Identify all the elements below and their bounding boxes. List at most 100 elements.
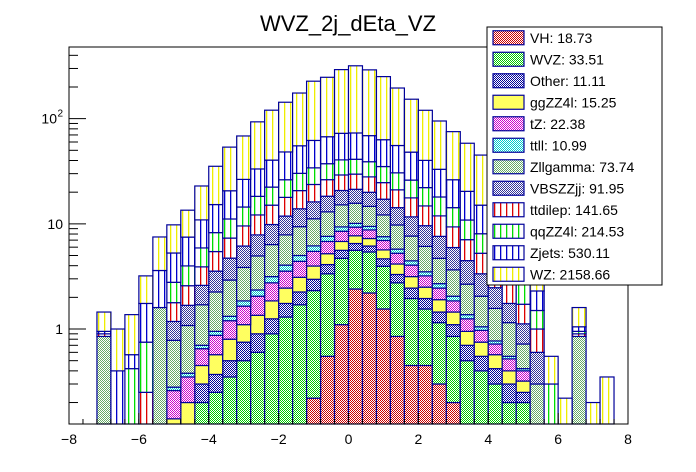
bar-wvz (194, 401, 210, 425)
bar-wvz (459, 360, 475, 425)
bar-vbszzjj (389, 207, 405, 226)
bar-wvz (264, 333, 280, 425)
bar-qqzz4l (278, 179, 294, 198)
bar-vbszzjj (208, 270, 224, 293)
legend-swatch (492, 180, 525, 196)
bar-wvz (501, 401, 517, 425)
bar-wvz (208, 391, 224, 425)
bar-vh (319, 355, 336, 425)
bar-vh (389, 335, 405, 425)
legend-swatch (492, 51, 525, 67)
bar-wz (250, 121, 266, 170)
bar-ttll (319, 235, 336, 243)
y-tick-exponent: 2 (57, 109, 63, 120)
bar-tz (445, 300, 461, 313)
bar-tz (166, 389, 182, 420)
bar-vbszzjj (487, 287, 503, 310)
series-vbszzjj (166, 188, 545, 385)
bar-wz (124, 314, 140, 356)
legend-entry-wvz: WVZ: 33.51 (492, 51, 604, 67)
bar-zjets (375, 139, 392, 168)
bar-wz (347, 65, 364, 134)
bar-wz (361, 69, 378, 137)
legend-entry-vbszzjj: VBSZZjj: 91.95 (492, 180, 624, 196)
bar-wz (431, 120, 447, 170)
bar-other (473, 355, 489, 372)
bar-zjets (431, 168, 447, 198)
bar-tz (250, 295, 266, 316)
bar-zjets (264, 159, 280, 188)
bar-ggzz4l (292, 276, 308, 293)
bar-qqzz4l (194, 247, 210, 268)
bar-zjets (278, 151, 294, 181)
bar-ggzz4l (501, 370, 517, 385)
bar-zjets (236, 178, 252, 208)
bar-other (515, 391, 531, 404)
bar-zllgamma (571, 335, 587, 425)
bar-wz (459, 142, 475, 192)
y-tick-label: 10 (41, 111, 57, 127)
bar-qqzz4l (292, 172, 308, 192)
bar-wvz (417, 308, 433, 367)
bar-zllgamma (236, 266, 252, 302)
bar-wvz (347, 249, 364, 290)
bar-other (347, 242, 364, 251)
bar-ttdilep (417, 205, 433, 227)
legend-swatch (492, 116, 525, 132)
bar-wvz (473, 370, 489, 425)
bar-qqzz4l (361, 161, 378, 178)
bar-vh (361, 292, 378, 425)
bar-zllgamma (319, 211, 336, 237)
bar-qqzz4l (166, 281, 182, 304)
bar-vbszzjj (403, 216, 419, 237)
bar-wz (403, 98, 419, 153)
bar-ggzz4l (445, 311, 461, 326)
bar-zjets (166, 252, 182, 283)
series-zjets (96, 132, 587, 425)
bar-zjets (361, 135, 378, 163)
bar-ttll (278, 264, 294, 272)
bar-vbszzjj (515, 323, 531, 345)
bar-vbszzjj (473, 273, 489, 297)
bar-other (403, 287, 419, 300)
bar-wz (305, 80, 322, 142)
bar-wvz (250, 351, 266, 425)
bar-wz (278, 101, 294, 153)
bar-ttll (333, 226, 350, 232)
bar-ttdilep (431, 215, 447, 237)
bar-wz (96, 311, 112, 332)
bar-qqzz4l (515, 282, 531, 305)
bar-qqzz4l (445, 207, 461, 228)
bar-qqzz4l (138, 341, 154, 393)
bar-ggzz4l (222, 338, 238, 362)
bar-ttdilep (347, 173, 364, 190)
legend-swatch (492, 30, 525, 46)
bar-tz (222, 320, 238, 340)
bar-ttdilep (445, 226, 461, 249)
bar-vbszzjj (445, 246, 461, 271)
bar-zllgamma (403, 235, 419, 262)
bar-qqzz4l (529, 309, 545, 330)
legend: VH: 18.73 WVZ: 33.51 Other: 11.11 ggZZ4l: 1… (486, 26, 663, 286)
bar-zjets (529, 290, 545, 312)
legend-label: tZ: 22.38 (530, 116, 585, 132)
bar-wvz (222, 376, 238, 425)
bar-wz (333, 69, 350, 134)
bar-zllgamma (152, 306, 168, 425)
bar-other (292, 291, 308, 306)
legend-entry-wz: WZ: 2158.66 (492, 266, 610, 282)
bar-ttdilep (264, 204, 280, 226)
bar-other (389, 273, 405, 284)
bar-zjets (124, 354, 140, 370)
bar-qqzz4l (236, 206, 252, 227)
series-wz (96, 65, 615, 425)
bar-vbszzjj (222, 257, 238, 281)
bar-ttll (250, 289, 266, 297)
bar-ttll (292, 254, 308, 262)
bar-ttdilep (473, 252, 489, 275)
x-tick-label: 6 (554, 431, 562, 447)
bar-zllgamma (194, 304, 210, 346)
x-tick-label: 0 (345, 431, 353, 447)
bar-ggzz4l (459, 330, 475, 346)
bar-ggzz4l (166, 418, 182, 425)
